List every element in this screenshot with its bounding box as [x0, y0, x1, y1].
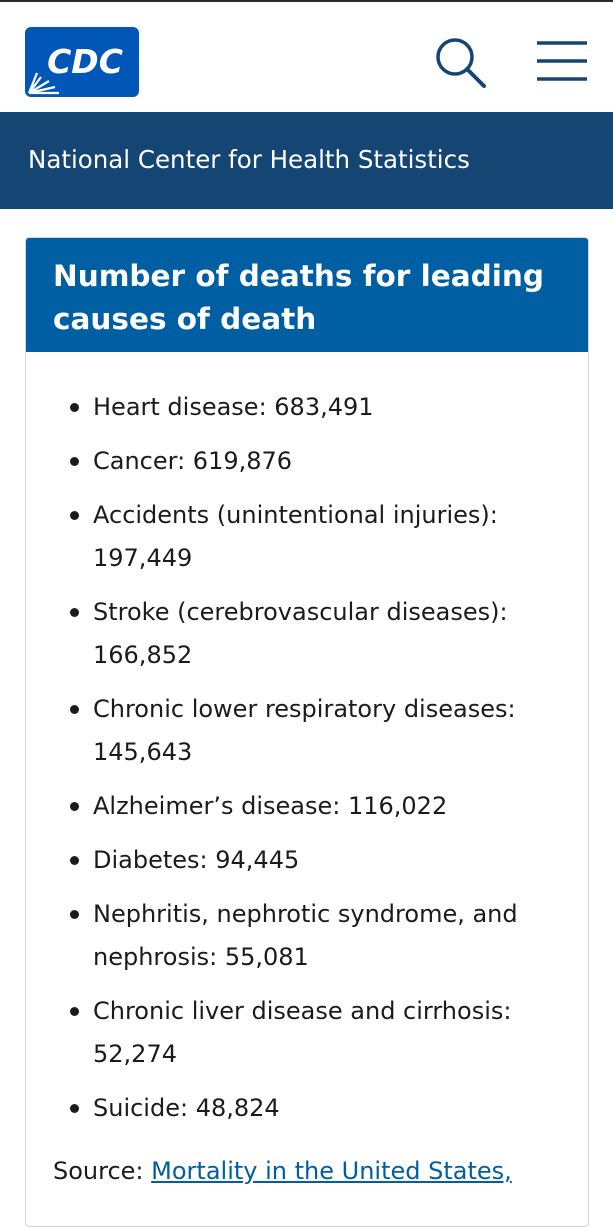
list-item-label: Alzheimer’s disease: 116,022 — [93, 792, 448, 820]
bullet-icon — [70, 511, 79, 520]
bullet-icon — [70, 608, 79, 617]
source-line: Source: Mortality in the United States, — [53, 1150, 512, 1193]
list-item: Chronic lower respiratory diseases: 145,… — [26, 688, 588, 774]
cdc-logo-icon: CDC — [25, 27, 139, 97]
list-item: Heart disease: 683,491 — [26, 386, 588, 429]
bullet-icon — [70, 910, 79, 919]
card-header: Number of deaths for leading causes of d… — [26, 238, 588, 352]
list-item: Diabetes: 94,445 — [26, 839, 588, 882]
cdc-logo[interactable]: CDC — [25, 27, 139, 97]
list-item: Suicide: 48,824 — [26, 1087, 588, 1130]
list-item-label: Nephritis, nephrotic syndrome, and nephr… — [93, 900, 518, 971]
list-item-label: Chronic liver disease and cirrhosis: 52,… — [93, 997, 512, 1068]
causes-list: Heart disease: 683,491 Cancer: 619,876 A… — [26, 386, 588, 1141]
list-item-label: Accidents (unintentional injuries): 197,… — [93, 501, 498, 572]
list-item: Stroke (cerebrovascular diseases): 166,8… — [26, 591, 588, 677]
site-header: CDC — [0, 0, 613, 112]
leading-causes-card: Number of deaths for leading causes of d… — [25, 237, 589, 1227]
source-link[interactable]: Mortality in the United States, — [151, 1157, 512, 1185]
list-item-label: Chronic lower respiratory diseases: 145,… — [93, 695, 516, 766]
list-item: Chronic liver disease and cirrhosis: 52,… — [26, 990, 588, 1076]
bullet-icon — [70, 856, 79, 865]
source-prefix: Source: — [53, 1157, 152, 1185]
list-item-label: Stroke (cerebrovascular diseases): 166,8… — [93, 598, 508, 669]
nchs-title-link[interactable]: National Center for Health Statistics — [28, 145, 470, 174]
bullet-icon — [70, 403, 79, 412]
hamburger-menu-icon — [537, 41, 587, 81]
bullet-icon — [70, 1007, 79, 1016]
menu-button[interactable] — [535, 40, 589, 82]
bullet-icon — [70, 1104, 79, 1113]
bullet-icon — [70, 705, 79, 714]
list-item: Nephritis, nephrotic syndrome, and nephr… — [26, 893, 588, 979]
card-title: Number of deaths for leading causes of d… — [53, 259, 544, 336]
bullet-icon — [70, 802, 79, 811]
search-icon — [436, 38, 486, 88]
subheader-bar — [0, 112, 613, 209]
list-item: Accidents (unintentional injuries): 197,… — [26, 494, 588, 580]
list-item-label: Suicide: 48,824 — [93, 1094, 280, 1122]
search-button[interactable] — [432, 34, 490, 92]
list-item: Alzheimer’s disease: 116,022 — [26, 785, 588, 828]
list-item: Cancer: 619,876 — [26, 440, 588, 483]
list-item-label: Diabetes: 94,445 — [93, 846, 300, 874]
list-item-label: Cancer: 619,876 — [93, 447, 293, 475]
list-item-label: Heart disease: 683,491 — [93, 393, 374, 421]
bullet-icon — [70, 457, 79, 466]
logo-text: CDC — [47, 42, 123, 81]
